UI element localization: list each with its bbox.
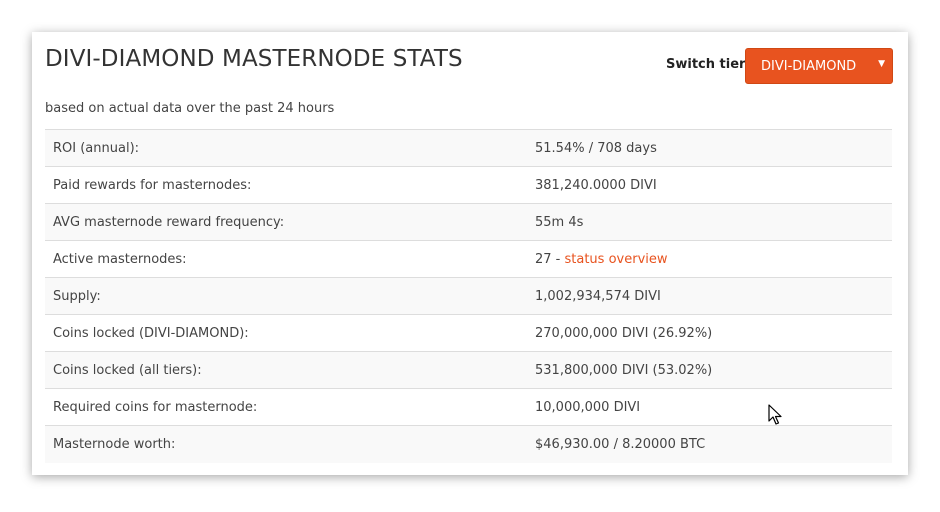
stats-row-paid-rewards: Paid rewards for masternodes: 381,240.00… [45,166,892,204]
stat-label: Coins locked (all tiers): [45,351,527,389]
stats-table: ROI (annual): 51.54% / 708 days Paid rew… [45,129,892,463]
stat-value: $46,930.00 / 8.20000 BTC [527,425,892,463]
stat-value: 27 - [535,251,565,267]
stat-value: 10,000,000 DIVI [527,388,892,426]
stats-row-coins-locked-tier: Coins locked (DIVI-DIAMOND): 270,000,000… [45,314,892,352]
stats-row-coins-locked-all: Coins locked (all tiers): 531,800,000 DI… [45,351,892,389]
caret-down-icon: ▼ [878,59,885,69]
switch-tier-label: Switch tier: [666,57,751,72]
stats-row-required-coins: Required coins for masternode: 10,000,00… [45,388,892,426]
page-title: DIVI-DIAMOND MASTERNODE STATS [45,46,463,72]
mouse-cursor-icon [768,404,782,425]
stat-value-cell: 27 - status overview [527,240,892,278]
masternode-stats-panel: DIVI-DIAMOND MASTERNODE STATS Switch tie… [32,32,908,475]
stat-label: Paid rewards for masternodes: [45,166,527,204]
stats-row-roi: ROI (annual): 51.54% / 708 days [45,129,892,167]
stat-label: Masternode worth: [45,425,527,463]
stat-label: Supply: [45,277,527,315]
stats-row-active-masternodes: Active masternodes: 27 - status overview [45,240,892,278]
stat-value: 1,002,934,574 DIVI [527,277,892,315]
stats-subtitle: based on actual data over the past 24 ho… [45,101,335,116]
stat-value: 381,240.0000 DIVI [527,166,892,204]
stats-row-supply: Supply: 1,002,934,574 DIVI [45,277,892,315]
stat-value: 55m 4s [527,203,892,241]
stat-label: ROI (annual): [45,129,527,167]
stats-row-reward-frequency: AVG masternode reward frequency: 55m 4s [45,203,892,241]
stats-row-masternode-worth: Masternode worth: $46,930.00 / 8.20000 B… [45,425,892,463]
status-overview-link[interactable]: status overview [564,251,668,267]
stat-value: 51.54% / 708 days [527,129,892,167]
stat-value: 531,800,000 DIVI (53.02%) [527,351,892,389]
stat-label: AVG masternode reward frequency: [45,203,527,241]
tier-select-dropdown[interactable]: DIVI-DIAMOND ▼ [745,48,893,84]
stat-label: Coins locked (DIVI-DIAMOND): [45,314,527,352]
tier-select-value: DIVI-DIAMOND [761,59,857,74]
stat-value: 270,000,000 DIVI (26.92%) [527,314,892,352]
stat-label: Active masternodes: [45,240,527,278]
stat-label: Required coins for masternode: [45,388,527,426]
